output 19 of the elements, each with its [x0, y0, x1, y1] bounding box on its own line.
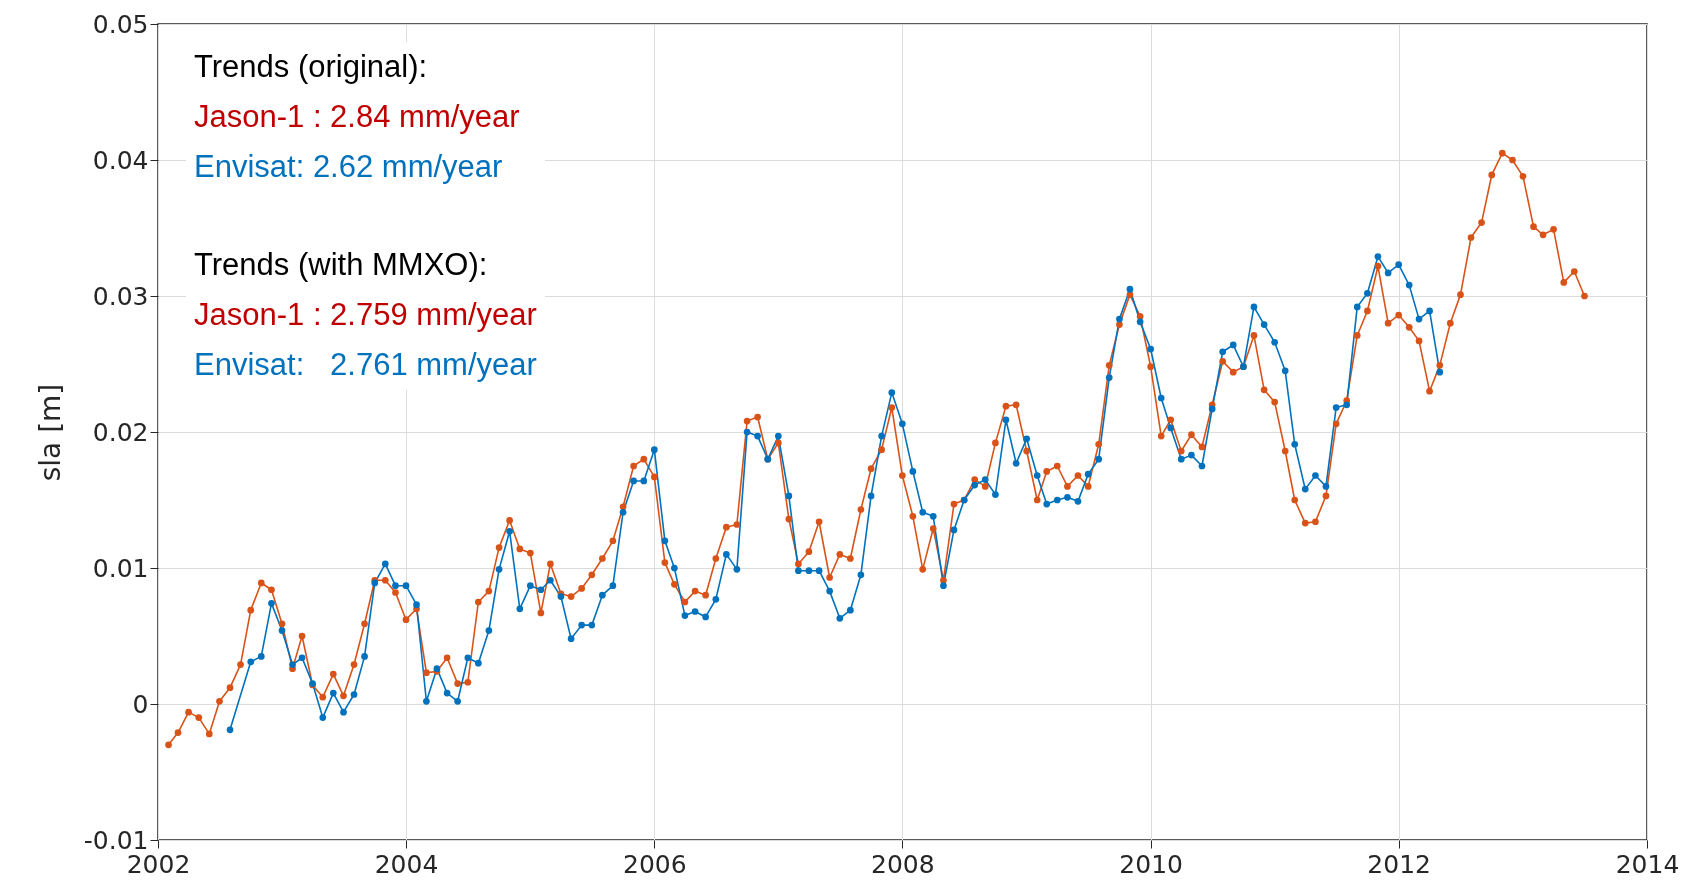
x-tick-label: 2006: [623, 849, 687, 879]
y-tick-label: 0.02: [92, 417, 149, 447]
annotation: Trends (original):: [194, 48, 429, 86]
annotation: Jason-1 : 2.759 mm/year: [194, 296, 537, 334]
y-tick-label: 0.04: [92, 145, 149, 175]
x-tick-label: 2008: [871, 849, 935, 879]
y-tick-label: 0: [132, 689, 149, 719]
y-tick-label: 0.01: [92, 553, 149, 583]
x-tick-label: 2012: [1367, 849, 1431, 879]
x-tick-label: 2014: [1615, 849, 1680, 879]
annotation: Jason-1 : 2.84 mm/year: [194, 98, 521, 136]
y-tick-label: 0.03: [92, 281, 149, 311]
annotation: Trends (with MMXO):: [194, 246, 489, 284]
annotation: Envisat: 2.62 mm/year: [194, 148, 504, 186]
x-tick-label: 2010: [1119, 849, 1183, 879]
y-axis-title: sla [m]: [33, 383, 67, 482]
x-tick-label: 2004: [374, 849, 439, 879]
annotation: Envisat: 2.761 mm/year: [194, 346, 537, 384]
y-tick-label: 0.05: [92, 9, 149, 39]
